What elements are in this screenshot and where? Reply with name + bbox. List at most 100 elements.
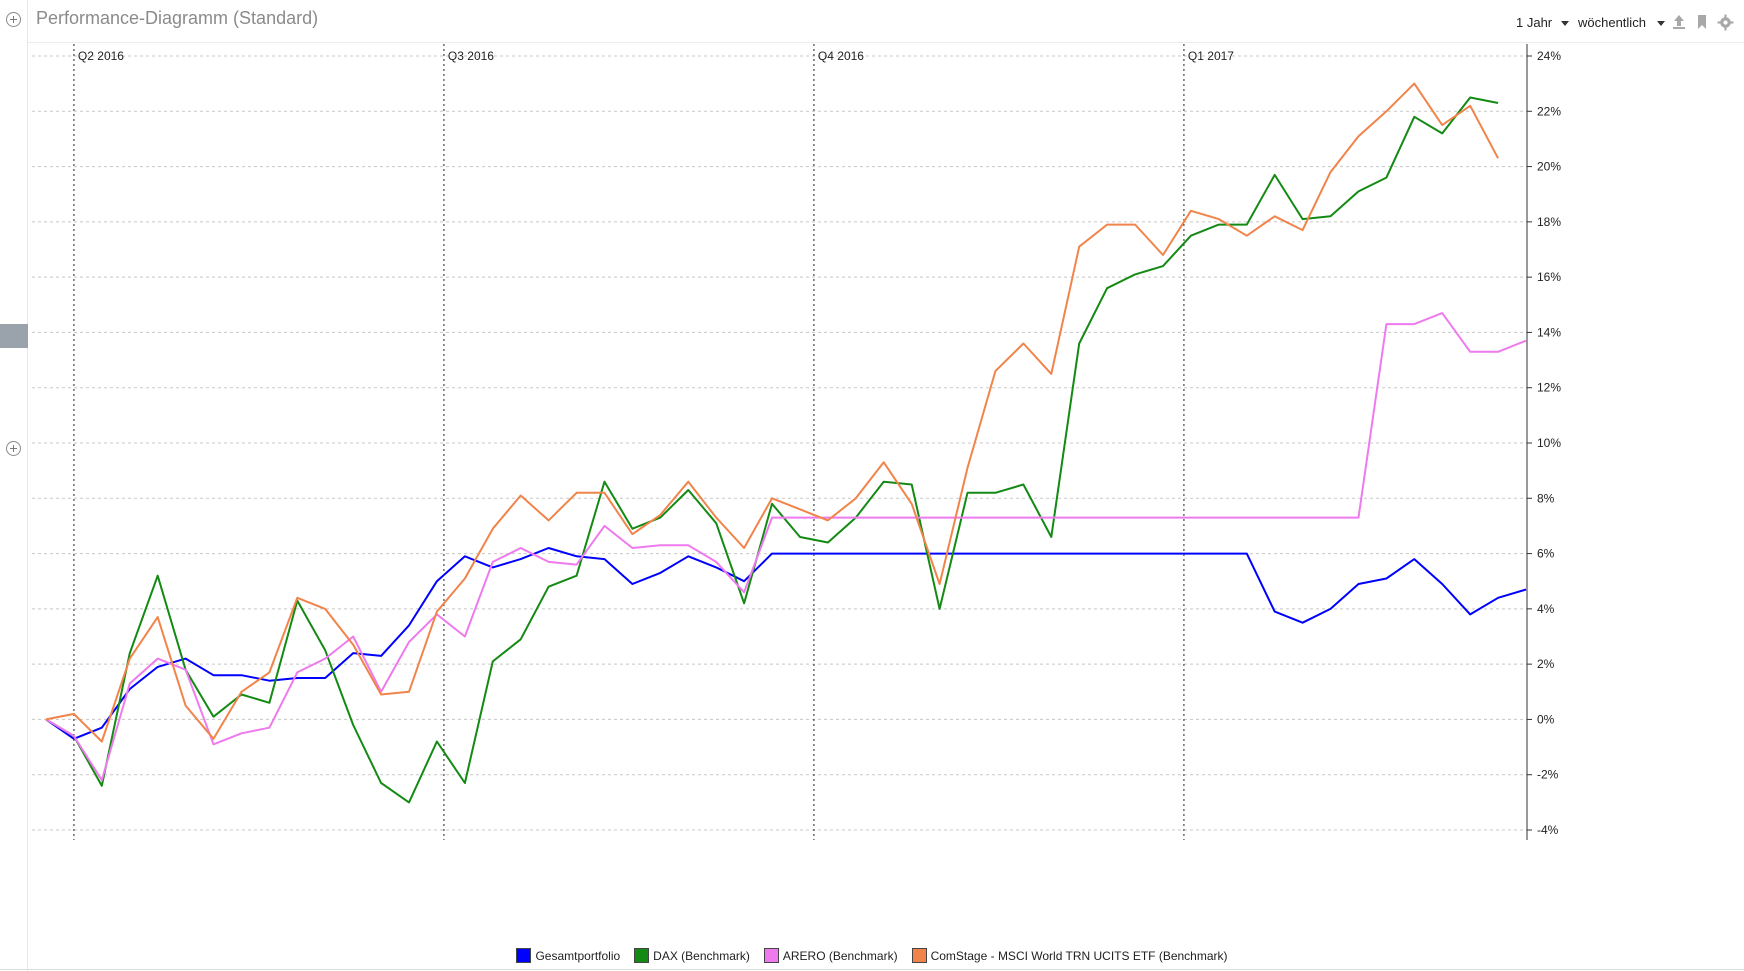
page-title: Performance-Diagramm (Standard) bbox=[36, 8, 319, 28]
data-point bbox=[1440, 581, 1445, 586]
data-point bbox=[351, 642, 356, 647]
data-point bbox=[518, 557, 523, 562]
data-point bbox=[909, 501, 914, 506]
data-point bbox=[658, 570, 663, 575]
legend-item-gesamtportfolio[interactable]: Gesamtportfolio bbox=[516, 948, 620, 963]
y-tick-label: 0% bbox=[1537, 712, 1555, 726]
data-point bbox=[490, 559, 495, 564]
y-tick-label: 24% bbox=[1537, 49, 1561, 63]
data-point bbox=[351, 651, 356, 656]
data-point bbox=[1356, 581, 1361, 586]
legend-item-dax[interactable]: DAX (Benchmark) bbox=[634, 948, 750, 963]
data-point bbox=[1049, 551, 1054, 556]
data-point bbox=[323, 648, 328, 653]
data-point bbox=[1468, 612, 1473, 617]
data-point bbox=[71, 711, 76, 716]
data-point bbox=[1524, 587, 1529, 592]
legend-label: ARERO (Benchmark) bbox=[782, 948, 898, 963]
data-point bbox=[1496, 100, 1501, 105]
data-point bbox=[1496, 595, 1501, 600]
data-point bbox=[379, 781, 384, 786]
series-line bbox=[45, 547, 1527, 740]
data-point bbox=[351, 634, 356, 639]
data-point bbox=[546, 518, 551, 523]
bottom-divider bbox=[0, 969, 1744, 970]
data-point bbox=[1300, 217, 1305, 222]
header-divider bbox=[28, 42, 1744, 43]
data-point bbox=[797, 507, 802, 512]
legend-item-comstage[interactable]: ComStage - MSCI World TRN UCITS ETF (Ben… bbox=[911, 948, 1228, 963]
data-point bbox=[1188, 208, 1193, 213]
data-point bbox=[965, 465, 970, 470]
data-point bbox=[1105, 222, 1110, 227]
data-point bbox=[937, 606, 942, 611]
data-point bbox=[462, 781, 467, 786]
data-point bbox=[714, 515, 719, 520]
data-point bbox=[1133, 515, 1138, 520]
panel-resize-handle[interactable] bbox=[0, 324, 28, 348]
expand-panel-icon[interactable] bbox=[6, 12, 21, 27]
data-point bbox=[770, 551, 775, 556]
series-2 bbox=[45, 312, 1527, 782]
data-point bbox=[211, 714, 216, 719]
chart-legend: Gesamtportfolio DAX (Benchmark) ARERO (B… bbox=[0, 948, 1744, 963]
data-point bbox=[1328, 170, 1333, 175]
data-point bbox=[1021, 515, 1026, 520]
data-point bbox=[1049, 371, 1054, 376]
series-line bbox=[45, 312, 1527, 782]
bookmark-icon[interactable] bbox=[1693, 14, 1711, 32]
data-point bbox=[630, 532, 635, 537]
data-point bbox=[909, 515, 914, 520]
data-point bbox=[574, 573, 579, 578]
data-point bbox=[630, 581, 635, 586]
interval-chevron-down-icon[interactable] bbox=[1657, 21, 1665, 26]
data-point bbox=[797, 515, 802, 520]
data-point bbox=[658, 512, 663, 517]
data-point bbox=[323, 675, 328, 680]
data-point bbox=[574, 562, 579, 567]
data-point bbox=[909, 482, 914, 487]
data-point bbox=[1384, 109, 1389, 114]
data-point bbox=[630, 546, 635, 551]
data-point bbox=[267, 678, 272, 683]
data-point bbox=[1216, 217, 1221, 222]
data-point bbox=[965, 490, 970, 495]
data-point bbox=[1244, 233, 1249, 238]
range-chevron-down-icon[interactable] bbox=[1561, 21, 1569, 26]
data-point bbox=[239, 689, 244, 694]
quarter-label: Q4 2016 bbox=[818, 49, 864, 63]
data-point bbox=[267, 700, 272, 705]
data-point bbox=[770, 515, 775, 520]
data-point bbox=[211, 736, 216, 741]
data-point bbox=[1160, 253, 1165, 258]
data-point bbox=[490, 659, 495, 664]
data-point bbox=[155, 664, 160, 669]
legend-item-arero[interactable]: ARERO (Benchmark) bbox=[763, 948, 898, 963]
series-line bbox=[45, 96, 1499, 804]
data-point bbox=[1160, 551, 1165, 556]
data-point bbox=[546, 559, 551, 564]
data-point bbox=[1412, 114, 1417, 119]
data-point bbox=[1468, 95, 1473, 100]
chart-grid bbox=[32, 55, 1527, 831]
gear-icon[interactable] bbox=[1716, 14, 1734, 32]
y-tick-label: 8% bbox=[1537, 491, 1555, 505]
data-point bbox=[686, 543, 691, 548]
add-panel-icon[interactable] bbox=[6, 441, 21, 456]
upload-icon[interactable] bbox=[1670, 14, 1688, 32]
data-point bbox=[1244, 222, 1249, 227]
data-point bbox=[1133, 222, 1138, 227]
data-point bbox=[295, 595, 300, 600]
data-point bbox=[155, 615, 160, 620]
data-point bbox=[602, 523, 607, 528]
data-point bbox=[323, 606, 328, 611]
range-select[interactable]: 1 Jahr bbox=[1516, 15, 1553, 30]
data-point bbox=[1021, 551, 1026, 556]
legend-swatch bbox=[911, 948, 927, 963]
quarter-label: Q1 2017 bbox=[1188, 49, 1234, 63]
data-point bbox=[797, 534, 802, 539]
data-point bbox=[183, 667, 188, 672]
data-point bbox=[937, 581, 942, 586]
interval-select[interactable]: wöchentlich bbox=[1578, 15, 1646, 30]
data-point bbox=[518, 546, 523, 551]
